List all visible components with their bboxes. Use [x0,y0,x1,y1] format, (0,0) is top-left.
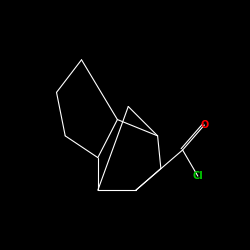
Text: Cl: Cl [192,171,203,181]
Text: O: O [200,120,208,130]
